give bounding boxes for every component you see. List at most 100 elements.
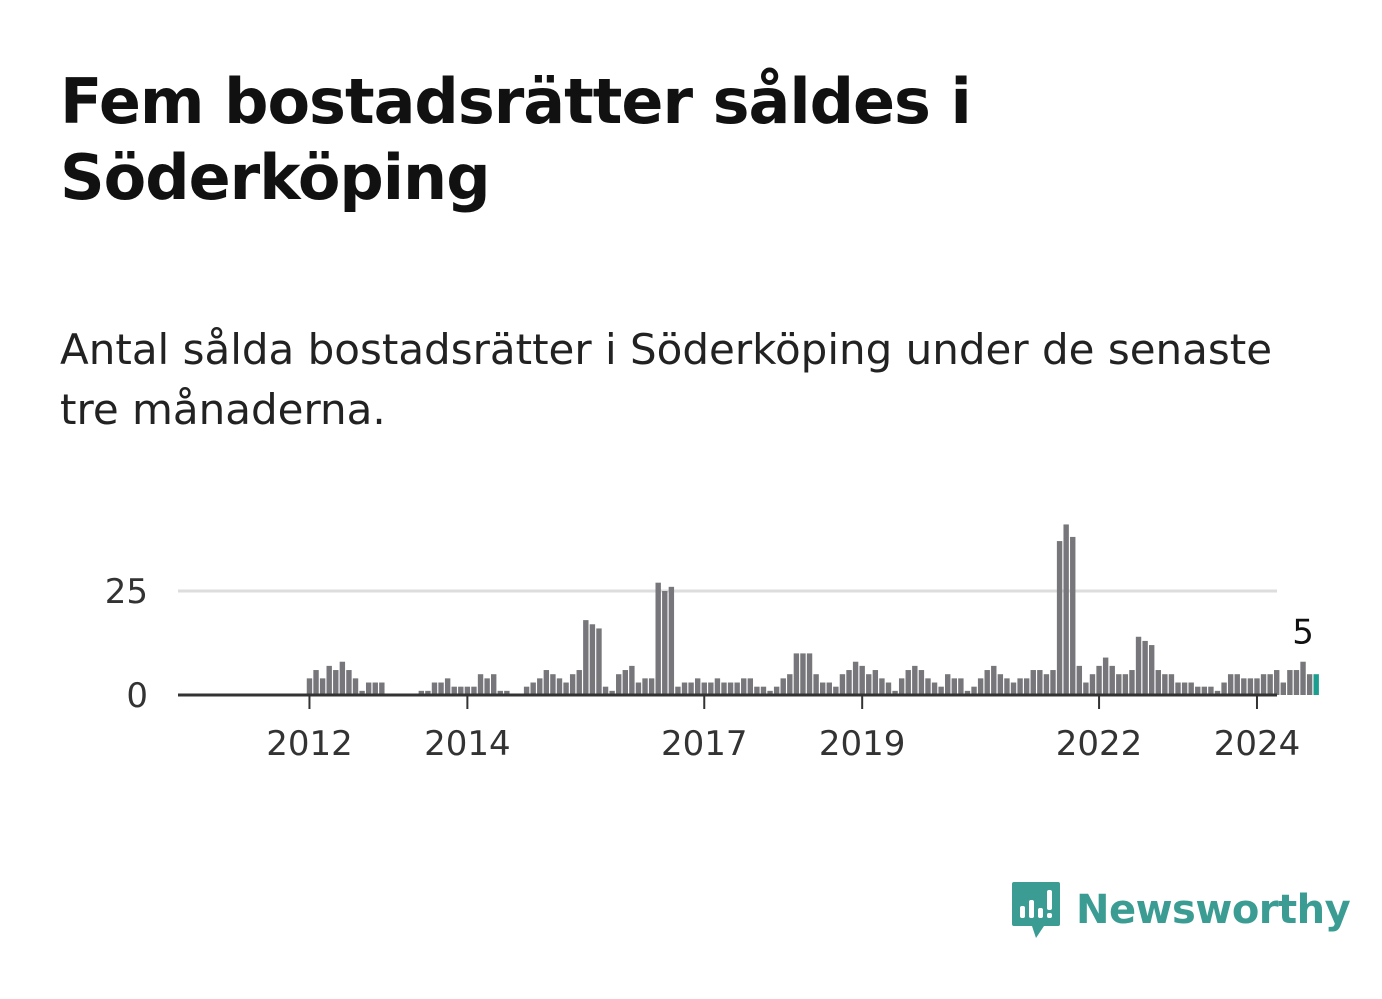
bar bbox=[800, 653, 806, 695]
bar bbox=[1227, 674, 1234, 695]
bar bbox=[918, 670, 925, 695]
bar bbox=[1109, 665, 1115, 695]
bar bbox=[964, 690, 971, 695]
x-tick-label: 2012 bbox=[266, 724, 353, 764]
bar bbox=[1287, 670, 1293, 695]
bar bbox=[662, 591, 668, 695]
bar bbox=[708, 682, 714, 695]
newsworthy-logo: Newsworthy bbox=[1010, 878, 1351, 942]
bar bbox=[458, 686, 464, 695]
bar bbox=[352, 678, 359, 695]
bar bbox=[1122, 674, 1129, 695]
bar bbox=[1280, 682, 1286, 695]
bar bbox=[1043, 674, 1050, 695]
bar bbox=[1260, 674, 1267, 695]
bar bbox=[1254, 678, 1260, 695]
bar bbox=[1050, 670, 1056, 695]
x-tick-label: 2024 bbox=[1214, 724, 1301, 764]
bar bbox=[629, 665, 635, 695]
bar bbox=[951, 678, 957, 695]
bar bbox=[1023, 678, 1030, 695]
bar bbox=[306, 678, 313, 695]
bar bbox=[892, 690, 898, 695]
bar bbox=[971, 686, 977, 695]
bar bbox=[787, 674, 793, 695]
bar bbox=[1293, 670, 1300, 695]
bar-chart-speech-bubble-icon bbox=[1012, 882, 1060, 938]
bar bbox=[655, 582, 661, 695]
bar bbox=[1188, 682, 1194, 695]
bar bbox=[938, 686, 944, 695]
bar bbox=[997, 674, 1004, 695]
bar bbox=[945, 674, 951, 695]
bar bbox=[931, 682, 938, 695]
bar bbox=[1135, 636, 1142, 695]
bar bbox=[820, 682, 826, 695]
bar bbox=[852, 661, 859, 695]
bar bbox=[780, 678, 786, 695]
bar bbox=[451, 686, 457, 695]
bar bbox=[1129, 670, 1135, 695]
bar bbox=[1037, 670, 1043, 695]
bar bbox=[484, 678, 490, 695]
bar bbox=[556, 678, 563, 695]
bar bbox=[504, 690, 510, 695]
x-tick-label: 2014 bbox=[424, 724, 511, 764]
bar bbox=[1201, 686, 1208, 695]
bar bbox=[839, 674, 846, 695]
bar bbox=[826, 682, 832, 695]
bar bbox=[741, 678, 747, 695]
bar bbox=[313, 670, 319, 695]
bar bbox=[622, 670, 628, 695]
bar bbox=[898, 678, 905, 695]
bar bbox=[379, 682, 385, 695]
bar bbox=[1195, 686, 1201, 695]
bar bbox=[767, 690, 773, 695]
bar bbox=[1116, 674, 1122, 695]
y-tick-label: 0 bbox=[126, 676, 148, 716]
bar bbox=[813, 674, 819, 695]
bar bbox=[1234, 674, 1240, 695]
bar bbox=[675, 686, 681, 695]
brand-name: Newsworthy bbox=[1076, 887, 1351, 933]
bar bbox=[912, 665, 918, 695]
bar bbox=[616, 674, 622, 695]
bar bbox=[925, 678, 931, 695]
x-tick-label: 2022 bbox=[1056, 724, 1143, 764]
bar-chart: 0 25 2012 2014 2017 2019 2022 2024 5 bbox=[105, 524, 1319, 764]
bar bbox=[833, 686, 839, 695]
bar bbox=[326, 665, 332, 695]
bar bbox=[491, 674, 497, 695]
x-tick-label: 2019 bbox=[819, 724, 906, 764]
bar bbox=[1070, 536, 1076, 695]
bar bbox=[701, 682, 707, 695]
bar bbox=[543, 670, 550, 695]
bar bbox=[984, 670, 990, 695]
bar bbox=[372, 682, 378, 695]
bar bbox=[431, 682, 438, 695]
bar bbox=[589, 624, 596, 695]
bar bbox=[773, 686, 780, 695]
bar bbox=[1155, 670, 1161, 695]
bar bbox=[609, 690, 615, 695]
bar bbox=[642, 678, 648, 695]
bar bbox=[1214, 690, 1221, 695]
x-tick-label: 2017 bbox=[661, 724, 748, 764]
chart-title: Fem bostadsrätter såldes i Söderköping bbox=[60, 65, 972, 214]
bar bbox=[576, 670, 582, 695]
bar bbox=[958, 678, 964, 695]
bar bbox=[668, 586, 675, 695]
bar bbox=[1274, 670, 1280, 695]
bar bbox=[859, 665, 865, 695]
bar bbox=[1142, 640, 1148, 695]
bar bbox=[1241, 678, 1247, 695]
bar bbox=[1175, 682, 1181, 695]
bar bbox=[747, 678, 754, 695]
bar bbox=[688, 682, 694, 695]
data-label: 5 bbox=[1292, 613, 1314, 653]
bar bbox=[1010, 682, 1017, 695]
bar bbox=[438, 682, 444, 695]
bar bbox=[866, 674, 872, 695]
bar bbox=[550, 674, 556, 695]
bar bbox=[1208, 686, 1214, 695]
